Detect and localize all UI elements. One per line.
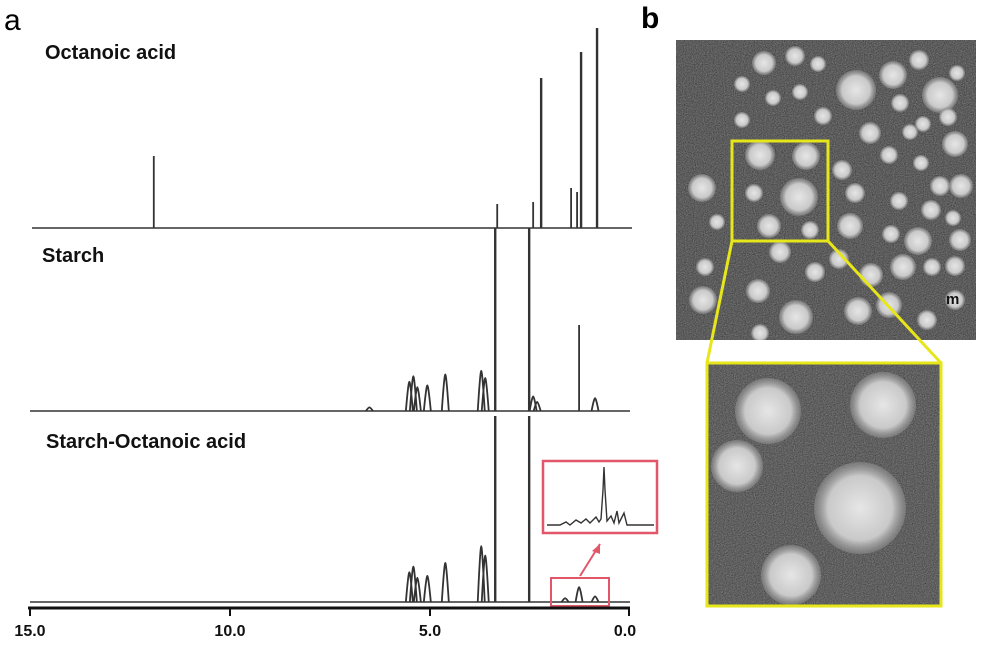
nanoparticle [745,184,763,202]
spectrum-peak [365,406,374,412]
nanoparticle [890,192,908,210]
nanoparticle [689,286,717,314]
nanoparticle [930,176,950,196]
nanoparticle [814,462,906,554]
nanoparticle [810,56,826,72]
spectrum-peak [422,575,432,603]
nanoparticle [922,77,958,113]
spectrum-peak [422,384,432,412]
nanoparticle [688,174,716,202]
spectrum-peak [412,576,422,603]
nanoparticle [765,90,781,106]
nanoparticle [909,50,929,70]
tem-particles [688,46,973,340]
nanoparticle [939,108,957,126]
x-tick-label: 5.0 [419,623,441,640]
nanoparticle [745,140,775,170]
trace-label-starch-octanoic-acid: Starch-Octanoic acid [46,431,246,453]
x-tick-label: 0.0 [614,623,636,640]
spectrum-peak [590,397,600,412]
nanoparticle [845,183,865,203]
spectrum-peak [560,597,570,603]
nanoparticle [904,227,932,255]
zoom-arrow [579,543,601,577]
panel-label-a: a [4,4,21,37]
nanoparticle [751,324,769,340]
nanoparticle [792,84,808,100]
nanoparticle [769,241,791,263]
nanoparticle [915,116,931,132]
nanoparticle [921,200,941,220]
spectrum-peak [440,562,450,603]
nanoparticle [832,160,852,180]
nanoparticle [814,107,832,125]
nanoparticle [880,146,898,164]
nanoparticle [734,112,750,128]
nanoparticle [891,94,909,112]
spectrum-peak [590,595,600,603]
nanoparticle [945,256,965,276]
nanoparticle [735,378,801,444]
nanoparticle [902,124,918,140]
tem-zoom-box [705,139,943,365]
spectrum-peak [480,377,490,412]
nanoparticle [890,254,916,280]
spectrum-peak [412,386,422,412]
nanoparticle [757,214,781,238]
trace-label-octanoic-acid: Octanoic acid [45,42,176,64]
spectrum-peak [574,586,584,603]
nanoparticle [923,258,941,276]
nanoparticle [949,174,973,198]
nanoparticle [844,297,872,325]
nanoparticle [836,70,876,110]
nanoparticle [761,545,821,605]
spectra-traces [30,28,632,603]
nanoparticle [837,213,863,239]
tem-image: m [676,40,976,340]
trace-label-starch: Starch [42,245,104,267]
nanoparticle [711,440,763,492]
tem-zoom-particles [711,372,916,605]
panel-label-b: b [641,2,659,35]
nanoparticle [829,249,849,269]
nanoparticle [949,65,965,81]
nanoparticle [949,229,971,251]
inset-box [541,459,659,535]
nanoparticle [801,221,819,239]
spectrum-peak [440,373,450,412]
nanoparticle [696,258,714,276]
spectrum-peak [532,400,542,412]
inset-trace [547,466,654,526]
nanoparticle [859,122,881,144]
tem-zoom-image [707,363,941,606]
nanoparticle [879,61,907,89]
nanoparticle [913,155,929,171]
x-tick-label: 15.0 [14,623,45,640]
nanoparticle [752,51,776,75]
tem-scale-fragment: m [946,291,959,308]
nanoparticle [785,46,805,66]
nanoparticle [709,214,725,230]
nanoparticle [917,310,937,330]
nanoparticle [942,131,968,157]
tem-zoom-frame [705,361,943,608]
nanoparticle [850,372,916,438]
nanoparticle [746,279,770,303]
nanoparticle [859,263,883,287]
nanoparticle [945,290,965,310]
nanoparticle [945,210,961,226]
x-tick-label: 10.0 [214,623,245,640]
nanoparticle [780,178,818,216]
spectrum-peak [480,554,490,603]
nanoparticle [805,262,825,282]
nanoparticle [882,225,900,243]
nanoparticle [792,142,820,170]
nanoparticle [779,300,813,334]
nanoparticle [734,76,750,92]
x-axis [28,606,630,616]
zoom-region-box [550,577,610,607]
